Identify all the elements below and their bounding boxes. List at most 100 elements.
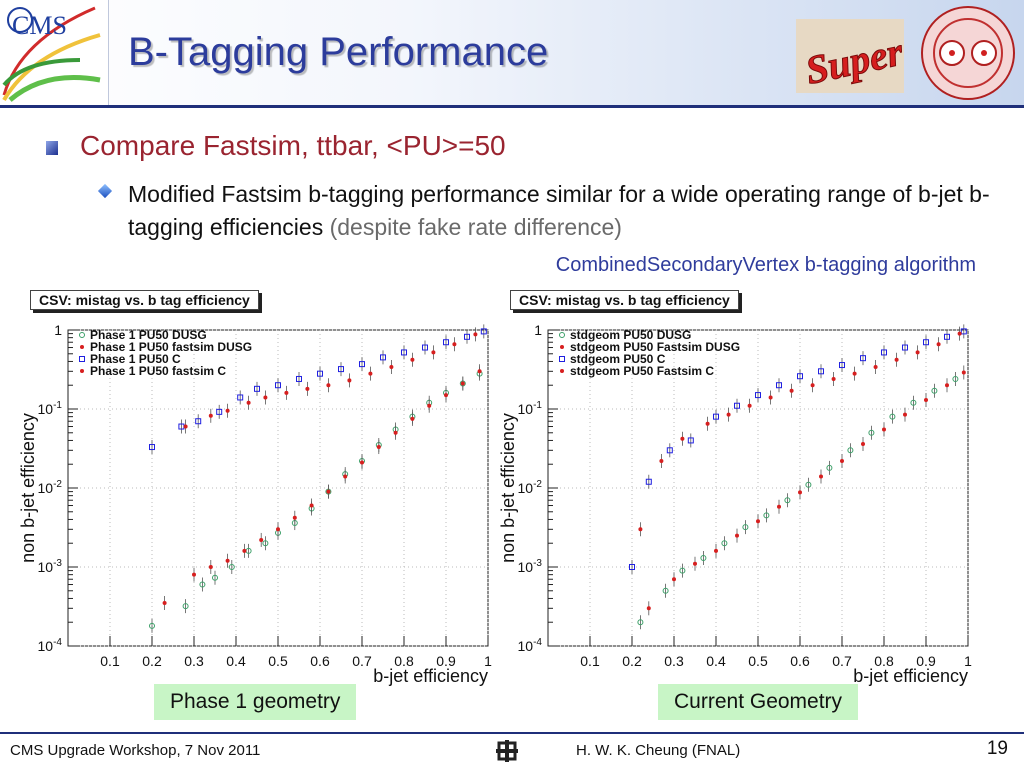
algorithm-label: CombinedSecondaryVertex b-tagging algori… xyxy=(555,254,976,276)
data-point xyxy=(443,339,449,346)
data-point xyxy=(755,392,761,399)
geometry-label-left: Phase 1 geometry xyxy=(154,684,357,720)
footer-event: CMS Upgrade Workshop, 7 Nov 2011 xyxy=(10,742,261,759)
data-point xyxy=(427,403,432,408)
legend-label: stdgeom PU50 Fastsim C xyxy=(570,364,714,378)
y-tick-label: 10-1 xyxy=(518,400,543,417)
legend-marker xyxy=(560,369,564,373)
data-point xyxy=(784,497,791,504)
legend-label: Phase 1 PU50 DUSG xyxy=(90,328,207,342)
plot-right-svg: 10-410-310-210-110.1 0.2 0.3 0.4 0.5 0.6 0.7 0.… xyxy=(500,322,972,686)
y-tick-base: 10 xyxy=(518,638,534,654)
data-point xyxy=(262,540,269,547)
x-tick-label: 0.5 xyxy=(748,653,768,669)
y-tick-label: 10-2 xyxy=(518,479,543,496)
data-point xyxy=(789,388,794,393)
x-tick-label: 0.6 xyxy=(310,653,330,669)
x-tick-label: 1 xyxy=(484,653,492,669)
data-point xyxy=(259,537,264,542)
data-point xyxy=(452,342,457,347)
data-point xyxy=(149,622,155,629)
y-tick-exponent: -3 xyxy=(53,558,62,569)
data-point xyxy=(831,376,836,381)
x-tick-label: 0.9 xyxy=(916,653,936,669)
data-point xyxy=(852,371,857,376)
y-axis-label: non b-jet efficiency xyxy=(500,413,518,563)
super-logo: Super xyxy=(790,15,910,97)
y-tick-label: 10-4 xyxy=(518,637,543,654)
data-point xyxy=(228,564,235,570)
y-tick-label: 1 xyxy=(54,322,62,338)
x-tick-label: 0.1 xyxy=(580,653,600,669)
data-point xyxy=(275,382,281,389)
legend-label: Phase 1 PU50 fastsim C xyxy=(90,364,226,378)
data-point xyxy=(646,606,651,611)
data-point xyxy=(638,527,643,532)
legend-marker xyxy=(559,356,565,362)
data-point xyxy=(309,503,314,508)
data-point xyxy=(422,344,428,351)
data-point xyxy=(945,383,949,388)
y-tick-label: 10-3 xyxy=(38,558,63,575)
data-point xyxy=(292,515,297,520)
data-point xyxy=(380,354,386,361)
data-point xyxy=(629,564,635,570)
data-point xyxy=(734,402,740,409)
x-tick-label: 0.7 xyxy=(832,653,852,669)
data-point xyxy=(957,331,962,336)
data-point xyxy=(444,393,448,398)
x-tick-label: 0.9 xyxy=(436,653,456,669)
data-point xyxy=(903,412,907,417)
series-1 xyxy=(162,364,482,611)
data-point xyxy=(376,445,381,450)
data-point xyxy=(840,458,844,463)
x-tick-label: 0.8 xyxy=(874,653,894,669)
data-point xyxy=(347,378,352,383)
data-point xyxy=(868,429,875,436)
square-bullet-icon xyxy=(46,141,58,155)
series-3 xyxy=(638,326,962,537)
legend-marker xyxy=(79,356,85,362)
y-tick-exponent: -4 xyxy=(533,637,542,648)
chart-1: 10-410-310-210-110.1 0.2 0.3 0.4 0.5 0.6 0.7 0.… xyxy=(500,322,972,686)
data-point xyxy=(910,399,917,406)
data-point xyxy=(182,603,189,610)
data-point xyxy=(162,601,167,606)
data-point xyxy=(742,524,749,531)
lhc-logo xyxy=(914,2,1022,104)
y-tick-exponent: -3 xyxy=(533,558,542,569)
x-tick-label: 0.2 xyxy=(142,653,162,669)
y-tick-base: 10 xyxy=(518,401,534,417)
data-point xyxy=(924,397,928,402)
y-tick-label: 10-1 xyxy=(38,400,63,417)
y-tick-base: 10 xyxy=(38,638,54,654)
legend-marker xyxy=(80,369,84,373)
data-point xyxy=(305,386,310,391)
data-point xyxy=(776,382,782,389)
data-point xyxy=(818,368,824,375)
data-point xyxy=(894,357,899,362)
data-point xyxy=(735,533,739,538)
data-point xyxy=(338,366,344,373)
bullet-sub-text: Modified Fastsim b-tagging performance s… xyxy=(128,181,990,240)
data-point xyxy=(276,527,280,532)
y-tick-base: 10 xyxy=(38,480,54,496)
data-point xyxy=(882,427,886,432)
data-point xyxy=(326,383,331,388)
y-axis-label: non b-jet efficiency xyxy=(20,413,38,563)
data-point xyxy=(343,474,348,479)
data-point xyxy=(662,587,669,594)
data-point xyxy=(480,328,487,335)
data-point xyxy=(242,548,247,553)
legend-marker xyxy=(80,345,84,349)
data-point xyxy=(756,519,760,524)
data-point xyxy=(700,554,707,561)
series-2 xyxy=(149,324,487,455)
legend-label: stdgeom PU50 C xyxy=(570,352,666,366)
data-point xyxy=(839,362,845,369)
data-point xyxy=(873,365,878,370)
x-tick-label: 0.3 xyxy=(184,653,204,669)
y-tick-label: 10-3 xyxy=(518,558,543,575)
page-number: 19 xyxy=(986,738,1008,759)
data-point xyxy=(747,403,752,408)
